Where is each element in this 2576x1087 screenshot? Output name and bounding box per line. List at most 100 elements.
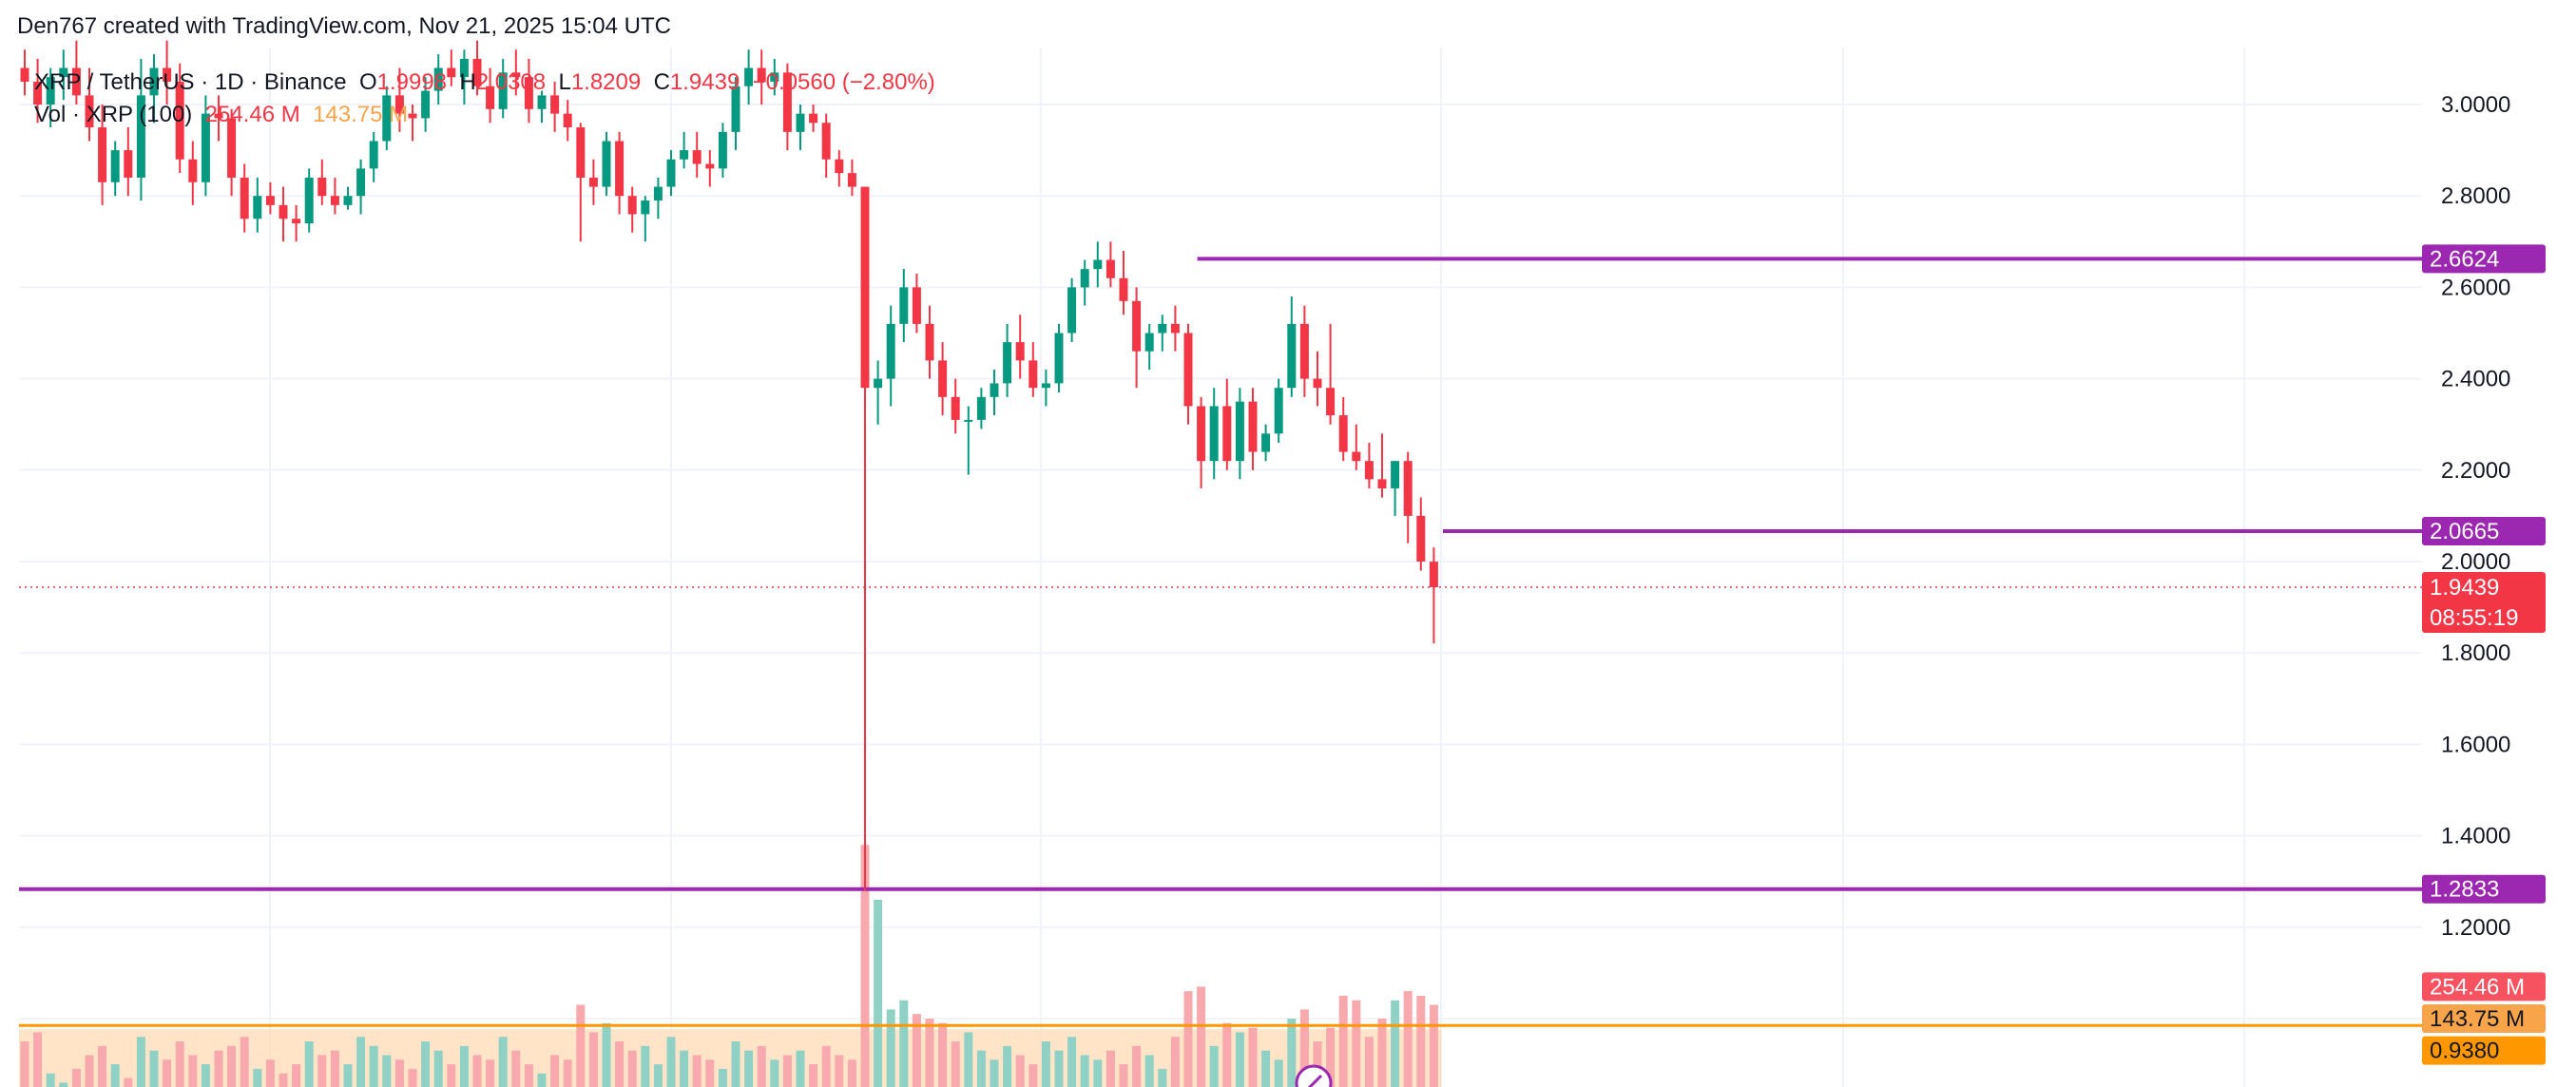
volume-bar [330,1050,339,1087]
volume-bar [149,1050,159,1087]
volume-bar [33,1032,43,1087]
volume-bar [498,1037,508,1087]
candle-body [524,77,533,109]
volume-bar [227,1045,237,1087]
volume-bar [821,1045,831,1087]
price-tick-label: 1.4000 [2441,824,2510,849]
volume-bar [860,845,870,1087]
candle-body [951,396,960,420]
volume-bar [1170,1037,1180,1087]
volume-bar [1144,1055,1154,1087]
volume-tag: 143.75 M [2430,1006,2525,1032]
volume-bar [59,1082,68,1087]
volume-bar [576,1004,586,1087]
candle-body [1248,401,1258,452]
candle-body [175,81,184,160]
candle-body [1261,433,1271,452]
candle-body [253,196,262,219]
volume-tag-bg [2422,972,2546,1001]
candle-body [433,67,443,91]
horizontal-levels [19,257,2433,1027]
volume-bars [19,845,1442,1087]
volume-bar [1003,1045,1012,1087]
volume-bar [1429,1004,1438,1087]
replay-icon[interactable] [1295,1064,1333,1087]
volume-bar [240,1037,249,1087]
volume-bar [136,1037,145,1087]
candle-body [1119,277,1128,301]
level-tag-bg [2422,517,2546,546]
candle-body [1235,401,1244,462]
volume-bar [550,1055,560,1087]
volume-bar [1197,986,1206,1087]
candle-body [292,219,301,224]
last-price-tag: 1.9439 [2430,575,2499,601]
volume-bar [356,1037,366,1087]
high-value: 2.0308 [475,69,547,95]
volume-bar [602,1022,611,1087]
volume-bar [343,1064,353,1087]
volume-bar [1248,1027,1258,1087]
price-tick-label: 3.0000 [2441,92,2510,118]
candle-body [71,67,81,96]
candle-body [680,150,689,160]
price-tick-label: 2.6000 [2441,275,2510,300]
change-value: −0.0560 (−2.80%) [752,69,935,95]
volume-bar [1158,1068,1167,1087]
candle-body [860,186,870,389]
volume-bar [1105,1050,1115,1087]
candle-body [874,378,883,389]
candle-body [394,95,404,114]
volume-bar [809,1064,818,1087]
volume-bar [524,1064,533,1087]
volume-bar [1403,991,1413,1087]
candle-body [705,163,715,169]
volume-bar [214,1050,223,1087]
candle-body [343,196,353,205]
volume-bar [110,1064,120,1087]
candle-body [1377,479,1387,489]
volume-bar [369,1045,378,1087]
candle-body [1429,562,1438,587]
volume-bar [938,1022,948,1087]
volume-bar [718,1068,727,1087]
volume-bar [124,1077,133,1087]
candle-body [59,67,68,78]
candle-body [1144,333,1154,352]
candle-body [1287,323,1297,389]
candle-body [124,150,133,178]
volume-bar [976,1050,986,1087]
candle-body [1364,461,1374,480]
candle-body [163,67,172,82]
candle-body [563,113,572,128]
volume-label[interactable]: Vol · XRP (100) [34,102,193,127]
candle-body [809,113,818,124]
candle-body [330,196,339,205]
level-tag: 2.0665 [2430,519,2499,544]
volume-bar [1377,1019,1387,1087]
candle-body [1041,383,1050,389]
volume-bar [433,1050,443,1087]
candle-body [498,72,508,109]
candle-body [317,177,327,197]
volume-bar [680,1050,689,1087]
candle-body [421,90,431,119]
volume-tag-bg [2422,1004,2546,1033]
price-axis-tags: 2.6624 2.0665 1.2833 1.9439 08:55:19 254.46 M… [2422,244,2546,1065]
volume-bar [1028,1064,1038,1087]
volume-bar [472,1055,482,1087]
candle-body [537,95,547,109]
volume-ma-value: 143.75 M [313,102,409,127]
candle-body [472,58,482,86]
volume-bar [951,1041,960,1087]
price-tick-label: 2.4000 [2441,367,2510,392]
volume-bar [71,1068,81,1087]
volume-bar [782,1055,792,1087]
volume-bar [912,1014,921,1087]
volume-bar [874,899,883,1087]
symbol-label[interactable]: XRP / TetherUS · 1D · Binance [34,69,347,95]
candle-body [1222,406,1232,462]
volume-bar [1364,1037,1374,1087]
candle-body [110,150,120,182]
